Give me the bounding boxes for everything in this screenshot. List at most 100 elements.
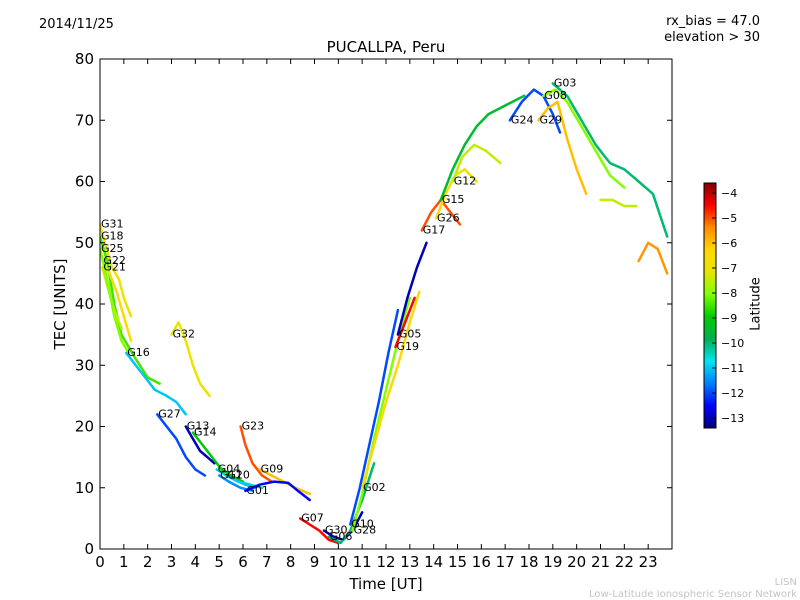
series-label-g24: G24 — [511, 113, 534, 126]
series-line-g25 — [100, 247, 130, 355]
x-tick-label: 6 — [238, 553, 248, 571]
x-tick-label: 8 — [286, 553, 296, 571]
y-tick-label: 40 — [75, 295, 94, 313]
x-tick-label: 22 — [615, 553, 634, 571]
series-line-g02 — [360, 290, 421, 490]
x-tick-label: 1 — [119, 553, 129, 571]
x-tick-label: 13 — [400, 553, 419, 571]
x-tick-label: 4 — [191, 553, 201, 571]
x-tick-label: 11 — [353, 553, 372, 571]
series-label-g14: G14 — [194, 426, 217, 439]
elevation-label: elevation > 30 — [664, 30, 760, 45]
series-line-g08 — [542, 88, 626, 189]
series-line-g22 — [101, 259, 133, 343]
x-tick-label: 23 — [639, 553, 658, 571]
lisn-full-name: Low-Latitude Ionospheric Sensor Network — [589, 589, 797, 600]
series-label-g16: G16 — [127, 346, 150, 359]
series-line-g18b — [637, 241, 669, 275]
series-line-g15 — [439, 94, 526, 202]
colorbar-tick-label: −12 — [721, 387, 744, 400]
series-line-g16 — [124, 351, 188, 416]
y-tick-label: 10 — [75, 479, 94, 497]
series-line-g07 — [298, 517, 340, 545]
series-label-g17: G17 — [423, 224, 446, 237]
series-label-g09: G09 — [261, 462, 284, 475]
x-tick-label: 9 — [310, 553, 320, 571]
series-label-g19: G19 — [397, 340, 420, 353]
series-label-g23: G23 — [242, 420, 265, 433]
series-line-g05 — [396, 241, 428, 336]
x-tick-label: 3 — [167, 553, 177, 571]
series-label-g13: G13 — [187, 420, 210, 433]
x-tick-label: 10 — [329, 553, 348, 571]
colorbar-tick-label: −4 — [721, 187, 737, 200]
colorbar-tick-label: −11 — [721, 362, 744, 375]
x-tick-label: 12 — [376, 553, 395, 571]
x-tick-label: 18 — [519, 553, 538, 571]
colorbar — [703, 182, 717, 429]
series-line-g19 — [394, 296, 416, 349]
series-label-g10: G10 — [351, 518, 374, 531]
series-label-g06: G06 — [330, 530, 353, 543]
y-tick-label: 20 — [75, 418, 94, 436]
colorbar-tick-label: −9 — [721, 312, 737, 325]
x-tick-label: 2 — [143, 553, 153, 571]
x-axis-label: Time [UT] — [349, 575, 423, 593]
colorbar-ticks: −4 −5 −6 −7 −8 −9 −10 −11 −12 −13 — [712, 187, 744, 425]
colorbar-tick-label: −7 — [721, 262, 737, 275]
x-tick-label: 20 — [567, 553, 586, 571]
series-line-g10 — [349, 308, 400, 526]
series-label-g05: G05 — [399, 328, 422, 341]
x-tick-label: 0 — [95, 553, 105, 571]
series-label-g20: G20 — [227, 469, 250, 482]
date-label: 2014/11/25 — [39, 17, 114, 32]
colorbar-tick-label: −8 — [721, 287, 737, 300]
lisn-watermark: LISN — [774, 577, 797, 588]
series-label-g15: G15 — [442, 193, 465, 206]
series-line-g29 — [537, 100, 588, 196]
series-line-g06 — [327, 462, 376, 545]
colorbar-label: Latitude — [748, 277, 764, 331]
series-label-g26: G26 — [437, 211, 460, 224]
chart-title: PUCALLPA, Peru — [326, 38, 446, 56]
series-line-g03 — [551, 82, 669, 238]
series-label-g28: G28 — [354, 524, 377, 537]
colorbar-tick-label: −6 — [721, 237, 737, 250]
series-line-g18 — [100, 235, 161, 385]
rx-bias-label: rx_bias = 47.0 — [666, 14, 760, 29]
axis-layer: 0 1 2 3 4 5 6 7 8 9 10 11 12 13 14 15 16 17 18 19 20 21 22 2301… — [75, 50, 672, 571]
series-label-g03: G03 — [554, 77, 577, 90]
x-tick-label: 21 — [591, 553, 610, 571]
series-label-g27: G27 — [158, 407, 181, 420]
series-line-g20 — [225, 474, 257, 490]
x-tick-label: 19 — [543, 553, 562, 571]
x-tick-label: 16 — [472, 553, 491, 571]
y-tick-label: 70 — [75, 111, 94, 129]
series-line-g24 — [508, 88, 562, 134]
x-tick-label: 15 — [448, 553, 467, 571]
series-line-g12 — [451, 143, 502, 183]
y-tick-label: 50 — [75, 234, 94, 252]
series-label-g31: G31 — [101, 217, 124, 230]
series-line-g13 — [184, 425, 216, 465]
series-label-g07: G07 — [301, 511, 324, 524]
series-line-g14 — [191, 431, 245, 483]
series-label-g25: G25 — [101, 242, 124, 255]
x-tick-label: 7 — [262, 553, 272, 571]
x-tick-label: 14 — [424, 553, 443, 571]
series-label-g08: G08 — [544, 89, 567, 102]
series-line-g14b — [599, 198, 638, 208]
series-line-g31 — [100, 223, 133, 318]
series-line-g27 — [155, 413, 207, 477]
y-tick-label: 80 — [75, 50, 94, 68]
y-axis-label: TEC [UNITS] — [51, 258, 69, 350]
colorbar-tick-label: −13 — [721, 412, 744, 425]
series-label-g01: G01 — [246, 484, 269, 497]
x-tick-label: 5 — [214, 553, 224, 571]
y-tick-label: 0 — [84, 540, 94, 558]
series-label-g30: G30 — [325, 524, 348, 537]
series-layer — [100, 82, 669, 545]
colorbar-tick-label: −10 — [721, 337, 744, 350]
